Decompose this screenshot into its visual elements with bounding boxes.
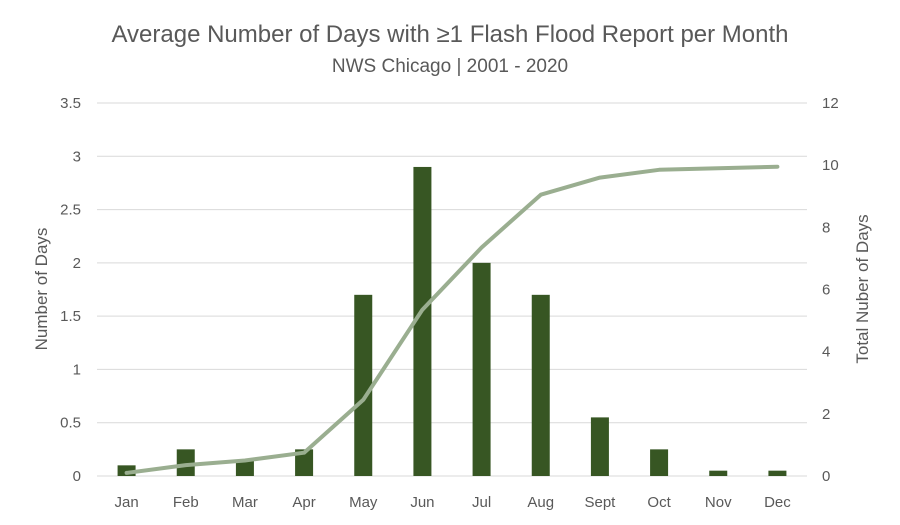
x-tick-label: Dec bbox=[764, 494, 791, 511]
right-tick-label: 8 bbox=[822, 219, 830, 236]
bar-feb bbox=[176, 449, 195, 476]
right-tick-label: 2 bbox=[822, 406, 830, 423]
left-tick-label: 0 bbox=[73, 468, 81, 485]
bar-nov bbox=[709, 470, 728, 476]
line-series bbox=[124, 164, 780, 475]
bar-series bbox=[117, 166, 787, 476]
right-tick-label: 6 bbox=[822, 282, 830, 299]
x-axis-ticks: Jan Feb Mar Apr May Jun Jul Aug Sept Oct Nov Dec bbox=[114, 494, 791, 511]
left-tick-label: 3 bbox=[73, 148, 81, 165]
bar-jul bbox=[472, 262, 491, 476]
left-tick-label: 0.5 bbox=[60, 415, 81, 432]
left-tick-label: 2 bbox=[73, 255, 81, 272]
x-tick-label: Mar bbox=[232, 494, 258, 511]
x-tick-label: Aug bbox=[527, 494, 554, 511]
left-tick-label: 1.5 bbox=[60, 308, 81, 325]
chart-title: Average Number of Days with ≥1 Flash Flo… bbox=[111, 21, 788, 48]
bar-aug bbox=[531, 294, 550, 476]
bar-apr bbox=[295, 449, 314, 476]
right-tick-label: 12 bbox=[822, 95, 839, 112]
right-tick-label: 4 bbox=[822, 344, 830, 361]
x-tick-label: Sept bbox=[584, 494, 616, 511]
left-tick-label: 1 bbox=[73, 361, 81, 378]
left-tick-label: 2.5 bbox=[60, 202, 81, 219]
x-tick-label: May bbox=[349, 494, 378, 511]
right-tick-label: 0 bbox=[822, 468, 830, 485]
x-tick-label: Jan bbox=[114, 494, 138, 511]
gridlines bbox=[97, 102, 807, 477]
right-axis-ticks: 0 2 4 6 8 10 12 bbox=[822, 95, 839, 485]
right-axis-label: Total Nuber of Days bbox=[853, 214, 872, 363]
left-axis-label: Number of Days bbox=[32, 228, 51, 351]
bar-dec bbox=[768, 470, 787, 476]
bar-jun bbox=[413, 166, 432, 476]
right-tick-label: 10 bbox=[822, 157, 839, 174]
left-tick-label: 3.5 bbox=[60, 95, 81, 112]
bar-jan bbox=[117, 465, 136, 476]
chart-subtitle: NWS Chicago | 2001 - 2020 bbox=[332, 56, 568, 77]
x-tick-label: Nov bbox=[705, 494, 732, 511]
x-tick-label: Jul bbox=[472, 494, 491, 511]
x-tick-label: Oct bbox=[647, 494, 671, 511]
left-axis-ticks: 0 0.5 1 1.5 2 2.5 3 3.5 bbox=[60, 95, 81, 485]
x-tick-label: Apr bbox=[292, 494, 315, 511]
x-tick-label: Feb bbox=[173, 494, 199, 511]
cumulative-line bbox=[124, 164, 780, 475]
bar-may bbox=[354, 294, 373, 476]
bar-sept bbox=[590, 417, 609, 476]
bar-oct bbox=[650, 449, 669, 476]
x-tick-label: Jun bbox=[410, 494, 434, 511]
bar-mar bbox=[235, 460, 254, 476]
